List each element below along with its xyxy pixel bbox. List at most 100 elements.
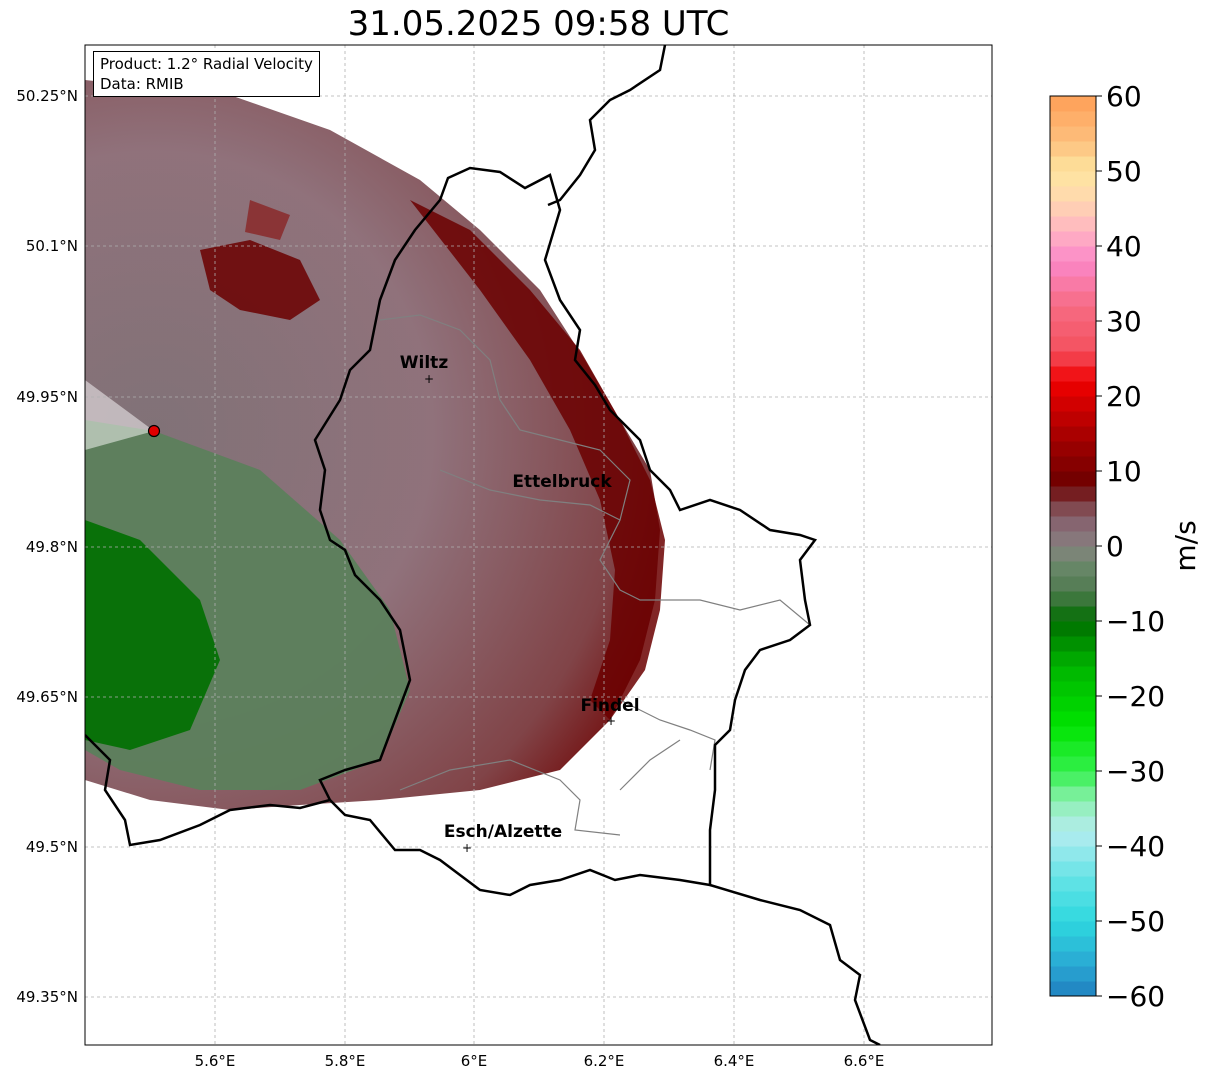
radar-site-marker xyxy=(147,424,161,438)
colorbar-band xyxy=(1050,696,1096,712)
colorbar-tick-label: 0 xyxy=(1106,530,1124,563)
colorbar-band xyxy=(1050,291,1096,307)
colorbar-tick-label: −30 xyxy=(1106,755,1165,788)
colorbar-band xyxy=(1050,576,1096,592)
product-label: Product: 1.2° Radial Velocity xyxy=(100,55,313,73)
colorbar-band xyxy=(1050,906,1096,922)
lat-tick: 50.25°N xyxy=(16,87,78,105)
colorbar-tick-label: 10 xyxy=(1106,455,1142,488)
colorbar-band xyxy=(1050,321,1096,337)
lat-tick: 49.95°N xyxy=(16,388,78,406)
colorbar-band xyxy=(1050,381,1096,397)
colorbar: 60 50 40 30 20 10 0 −10 −20 −30 −40 −50 −60 m/s xyxy=(1049,80,1202,1013)
colorbar-band xyxy=(1050,126,1096,142)
colorbar-tick-label: −10 xyxy=(1106,605,1165,638)
city-label-wiltz: Wiltz xyxy=(400,353,449,373)
colorbar-band xyxy=(1050,816,1096,832)
colorbar-band xyxy=(1050,186,1096,202)
colorbar-band xyxy=(1050,966,1096,982)
lon-tick: 6.4°E xyxy=(714,1052,755,1070)
city-label-findel: Findel xyxy=(580,696,639,716)
colorbar-band xyxy=(1050,591,1096,607)
colorbar-band xyxy=(1050,336,1096,352)
map-title: 31.05.2025 09:58 UTC xyxy=(347,4,730,44)
colorbar-band xyxy=(1050,546,1096,562)
colorbar-tick-label: 20 xyxy=(1106,380,1142,413)
lon-tick: 6°E xyxy=(461,1052,488,1070)
lat-tick: 49.8°N xyxy=(26,538,78,556)
colorbar-tick-label: 50 xyxy=(1106,155,1142,188)
product-info-box: Product: 1.2° Radial Velocity Data: RMIB xyxy=(93,51,320,97)
colorbar-band xyxy=(1050,876,1096,892)
lon-tick: 6.2°E xyxy=(584,1052,625,1070)
colorbar-band xyxy=(1050,936,1096,952)
colorbar-band xyxy=(1050,726,1096,742)
colorbar-band xyxy=(1050,681,1096,697)
colorbar-band xyxy=(1050,981,1096,997)
colorbar-band xyxy=(1050,831,1096,847)
colorbar-band xyxy=(1050,306,1096,322)
colorbar-band xyxy=(1050,411,1096,427)
colorbar-band xyxy=(1050,531,1096,547)
lon-tick: 5.8°E xyxy=(325,1052,366,1070)
lat-tick: 49.65°N xyxy=(16,688,78,706)
colorbar-band xyxy=(1050,246,1096,262)
city-label-ettelbruck: Ettelbruck xyxy=(512,472,612,492)
city-marker-wiltz: + xyxy=(424,372,434,386)
colorbar-band xyxy=(1050,156,1096,172)
city-label-esch-alzette: Esch/Alzette xyxy=(444,822,562,842)
lat-tick: 49.5°N xyxy=(26,838,78,856)
colorbar-band xyxy=(1050,801,1096,817)
lon-tick: 6.6°E xyxy=(844,1052,885,1070)
city-markers: Wiltz + Ettelbruck Findel + Esch/Alzette… xyxy=(400,353,640,855)
colorbar-band xyxy=(1050,621,1096,637)
colorbar-band xyxy=(1050,441,1096,457)
radar-echo-layer xyxy=(85,45,992,1045)
plot-frame xyxy=(84,44,993,1046)
colorbar-band xyxy=(1050,561,1096,577)
colorbar-band xyxy=(1050,951,1096,967)
colorbar-band xyxy=(1050,276,1096,292)
colorbar-tick-label: 60 xyxy=(1106,80,1142,113)
colorbar-band xyxy=(1050,396,1096,412)
lat-tick: 50.1°N xyxy=(26,237,78,255)
colorbar-band xyxy=(1050,351,1096,367)
colorbar-band xyxy=(1050,201,1096,217)
colorbar-unit-label: m/s xyxy=(1169,520,1202,571)
colorbar-band xyxy=(1050,891,1096,907)
lon-tick: 5.6°E xyxy=(195,1052,236,1070)
city-marker-findel: + xyxy=(606,714,616,728)
colorbar-band xyxy=(1050,231,1096,247)
lat-tick-labels: 50.25°N 50.1°N 49.95°N 49.8°N 49.65°N 49… xyxy=(16,87,78,1006)
colorbar-tick-label: 30 xyxy=(1106,305,1142,338)
data-source-label: Data: RMIB xyxy=(100,75,184,93)
colorbar-band xyxy=(1050,486,1096,502)
colorbar-band xyxy=(1050,636,1096,652)
colorbar-band xyxy=(1050,366,1096,382)
colorbar-tick-label: −50 xyxy=(1106,905,1165,938)
colorbar-band xyxy=(1050,96,1096,112)
colorbar-band xyxy=(1050,261,1096,277)
colorbar-tick-label: −40 xyxy=(1106,830,1165,863)
colorbar-band xyxy=(1050,786,1096,802)
colorbar-band xyxy=(1050,861,1096,877)
colorbar-band xyxy=(1050,516,1096,532)
colorbar-band xyxy=(1050,501,1096,517)
colorbar-tick-label: 40 xyxy=(1106,230,1142,263)
colorbar-band xyxy=(1050,666,1096,682)
lat-tick: 49.35°N xyxy=(16,988,78,1006)
colorbar-band xyxy=(1050,141,1096,157)
colorbar-band xyxy=(1050,756,1096,772)
colorbar-band xyxy=(1050,456,1096,472)
city-marker-esch-alzette: + xyxy=(462,841,472,855)
colorbar-band xyxy=(1050,606,1096,622)
colorbar-band xyxy=(1050,426,1096,442)
colorbar-band xyxy=(1050,846,1096,862)
colorbar-bands xyxy=(1050,96,1096,997)
colorbar-ticks: 60 50 40 30 20 10 0 −10 −20 −30 −40 −50 −60 xyxy=(1096,80,1165,1013)
colorbar-band xyxy=(1050,216,1096,232)
lon-tick-labels: 5.6°E 5.8°E 6°E 6.2°E 6.4°E 6.6°E xyxy=(195,1052,885,1070)
colorbar-band xyxy=(1050,651,1096,667)
colorbar-band xyxy=(1050,741,1096,757)
